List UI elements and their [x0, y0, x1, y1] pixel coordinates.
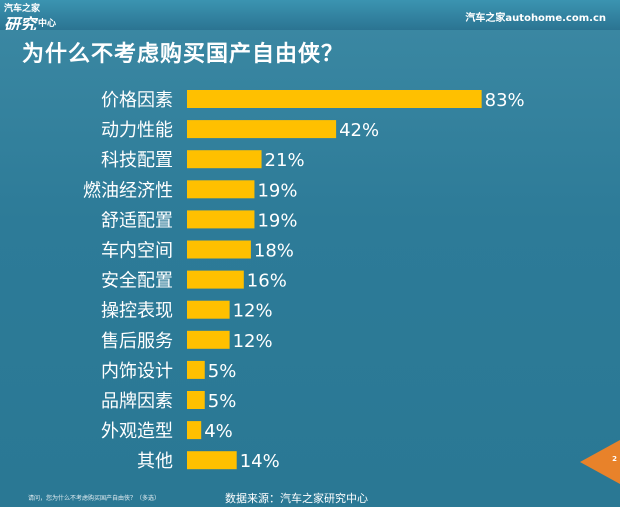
category-label: 燃油经济性: [83, 180, 173, 201]
value-label: 16%: [247, 271, 287, 292]
category-label: 品牌因素: [101, 391, 173, 412]
value-label: 18%: [254, 241, 294, 262]
bar: [187, 451, 237, 470]
bar: [187, 270, 244, 289]
data-source: 数据来源：汽车之家研究中心: [225, 492, 368, 505]
bar: [187, 421, 202, 440]
bar: [187, 391, 205, 409]
category-label: 舒适配置: [101, 210, 173, 231]
logo-line-3: 中心: [38, 19, 57, 29]
value-label: 12%: [233, 301, 273, 322]
category-label: 动力性能: [101, 120, 173, 141]
bar: [187, 300, 230, 319]
site-brand: 汽车之家autohome.com.cn: [465, 13, 606, 24]
category-label: 价格因素: [101, 90, 173, 111]
category-label: 科技配置: [101, 150, 173, 171]
category-label: 安全配置: [101, 271, 173, 292]
value-label: 19%: [257, 180, 297, 201]
corner-triangle: [580, 440, 620, 484]
page-number: 2: [612, 455, 617, 463]
bar: [187, 180, 255, 199]
value-label: 21%: [265, 150, 305, 171]
value-label: 19%: [257, 210, 297, 231]
bar: [187, 360, 205, 379]
value-label: 4%: [204, 421, 233, 442]
bar: [187, 150, 262, 169]
top-bar: 汽车之家 研究 中心 汽车之家autohome.com.cn: [0, 0, 620, 34]
category-label: 售后服务: [101, 331, 173, 352]
bar: [187, 120, 337, 139]
value-label: 5%: [208, 391, 237, 412]
bar: [187, 330, 230, 349]
value-label: 42%: [339, 120, 379, 141]
category-label: 内饰设计: [101, 361, 173, 382]
category-label: 其他: [137, 451, 173, 472]
category-label: 车内空间: [101, 241, 173, 262]
bar: [187, 210, 255, 229]
category-label: 操控表现: [101, 301, 173, 322]
logo-line-2: 研究: [4, 15, 37, 34]
slide-content: [0, 30, 620, 507]
survey-question-note: 请问，您为什么不考虑购买国产自由侠？（多选）: [28, 495, 161, 502]
chart-title: 为什么不考虑购买国产自由侠？: [22, 42, 345, 67]
category-label: 外观造型: [101, 421, 173, 442]
value-label: 14%: [240, 451, 280, 472]
logo-line-1: 汽车之家: [4, 4, 41, 14]
bar: [187, 240, 251, 259]
value-label: 83%: [485, 90, 525, 111]
research-center-logo: 汽车之家 研究 中心: [4, 1, 70, 34]
bar: [187, 90, 482, 108]
value-label: 5%: [208, 361, 237, 382]
page-corner-badge: 2: [580, 440, 620, 484]
value-label: 12%: [233, 331, 273, 352]
